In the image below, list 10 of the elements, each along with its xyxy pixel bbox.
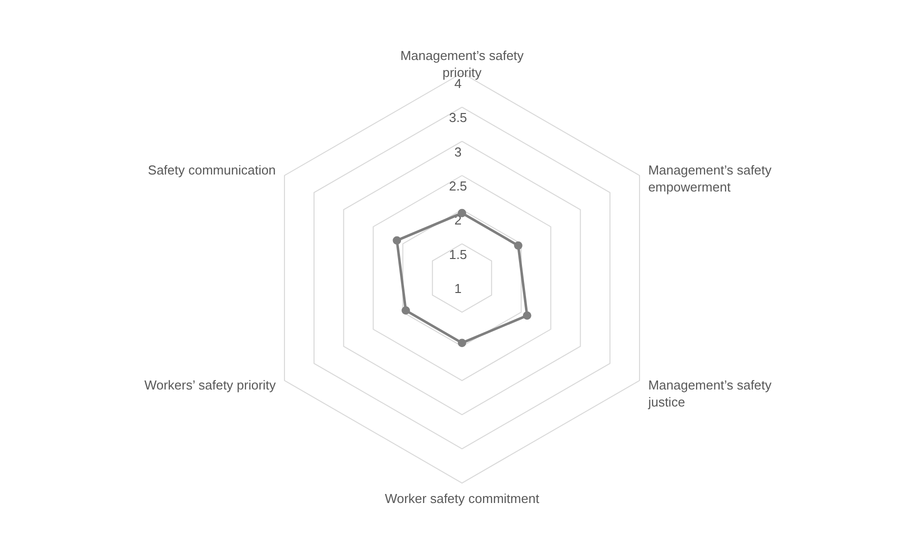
y-tick-label: 1.5 [448, 246, 468, 262]
y-tick-label: 3 [454, 144, 462, 160]
spoke-label: Management’s safety empowerment [648, 162, 772, 194]
spoke-label: Safety communication [148, 162, 276, 178]
spoke-label: Management’s safety justice [647, 378, 772, 410]
y-tick-label: 3.5 [448, 110, 468, 126]
spoke-label: Worker safety commitment [384, 491, 540, 506]
spoke-label: Workers’ safety priority [144, 378, 276, 392]
y-tick-label: 1 [454, 281, 462, 296]
y-tick-label: 2.5 [448, 178, 468, 194]
